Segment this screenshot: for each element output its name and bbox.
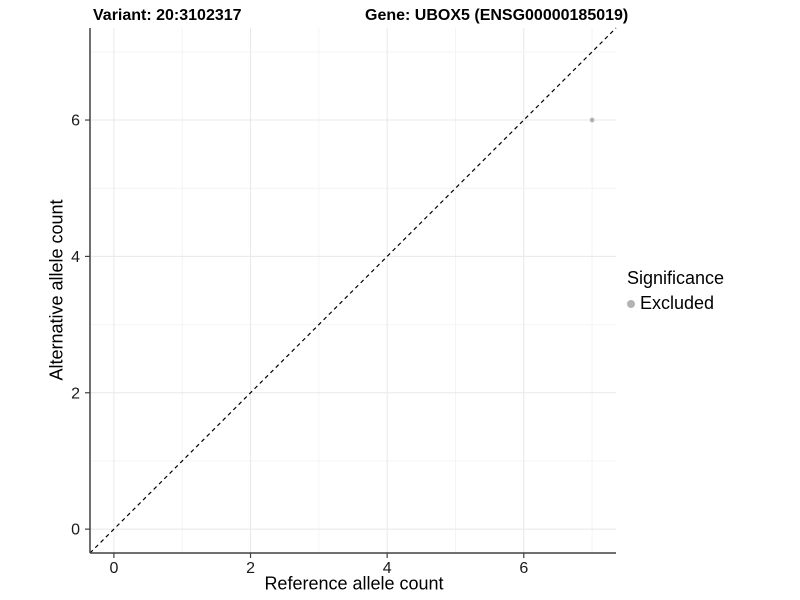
x-tick-label: 2 <box>246 560 255 577</box>
identity-line <box>89 27 617 554</box>
y-tick-label: 0 <box>71 522 80 539</box>
y-tick-label: 2 <box>71 385 80 402</box>
x-tick-label: 6 <box>519 560 528 577</box>
data-point <box>589 117 595 123</box>
legend: Significance Excluded <box>627 268 724 314</box>
legend-title: Significance <box>627 268 725 288</box>
x-tick-label: 4 <box>383 560 392 577</box>
excluded-point-icon <box>627 299 635 308</box>
y-tick-label: 6 <box>71 113 80 130</box>
legend-entry-label: Excluded <box>640 293 715 313</box>
x-tick-label: 0 <box>109 560 118 577</box>
gene-title: Gene: UBOX5 (ENSG00000185019) <box>365 7 629 24</box>
x-axis-title: Reference allele count <box>264 573 444 594</box>
variant-title: Variant: 20:3102317 <box>93 7 242 24</box>
y-tick-label: 4 <box>71 249 80 266</box>
legend-entry-excluded: Excluded <box>627 293 724 314</box>
y-axis-title: Alternative allele count <box>46 199 67 381</box>
